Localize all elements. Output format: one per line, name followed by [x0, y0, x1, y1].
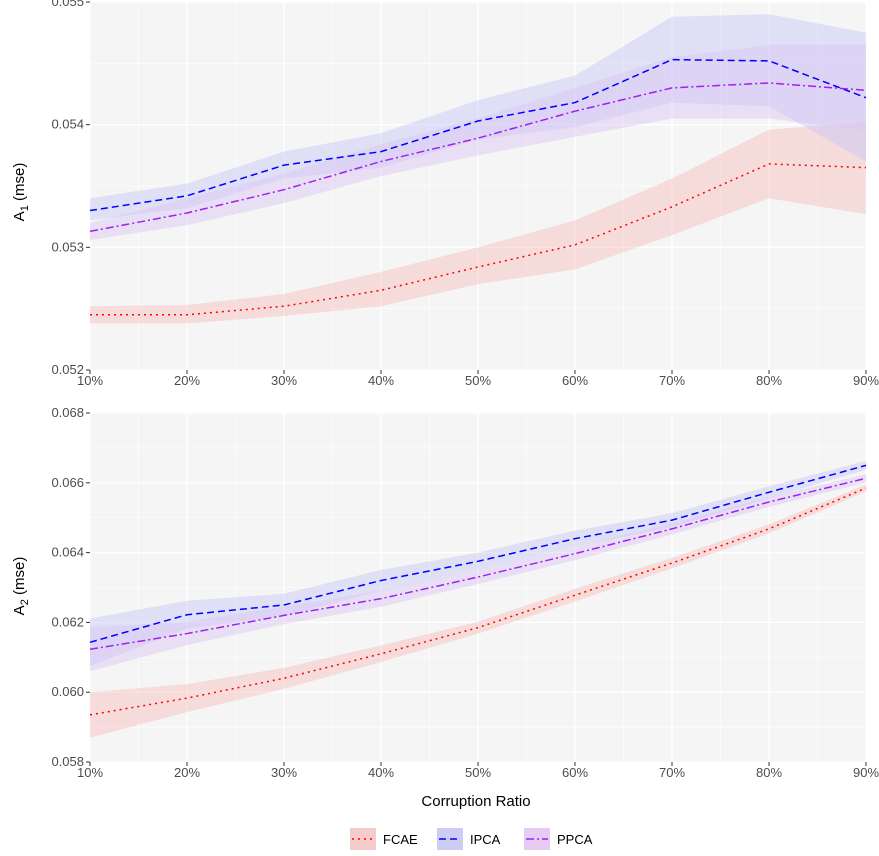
y-tick-label: 0.062	[51, 614, 84, 629]
x-tick-label: 80%	[756, 765, 782, 780]
legend-item-ipca: IPCA	[437, 828, 501, 850]
x-tick-label: 10%	[77, 373, 103, 388]
x-tick-label: 30%	[271, 373, 297, 388]
bottom-panel-y-axis-title: A2 (mse)	[11, 557, 31, 616]
top-panel-ribbons	[90, 14, 866, 324]
x-tick-label: 40%	[368, 765, 394, 780]
top-panel-y-axis-title: A1 (mse)	[11, 163, 31, 222]
x-axis-title: Corruption Ratio	[421, 793, 530, 810]
x-tick-label: 70%	[659, 373, 685, 388]
x-tick-label: 90%	[853, 373, 879, 388]
x-tick-label: 80%	[756, 373, 782, 388]
x-tick-label: 40%	[368, 373, 394, 388]
series-line-ppca	[89, 82, 867, 233]
bottom-panel-x-axis: 10% 20% 30% 40% 50% 60% 70% 80% 90%	[77, 762, 879, 780]
ribbon-fcae	[90, 484, 866, 738]
y-tick-label: 0.060	[51, 684, 84, 699]
y-tick-label: 0.053	[51, 239, 84, 254]
y-tick-label: 0.058	[51, 754, 84, 769]
top-panel: 0.052 0.053 0.054 0.055 10% 20% 30% 40% 50% 60% 7…	[11, 0, 879, 388]
legend: FCAE IPCA PPCA	[350, 828, 593, 850]
y-tick-label: 0.052	[51, 362, 84, 377]
bottom-panel-lines	[89, 464, 867, 716]
x-tick-label: 90%	[853, 765, 879, 780]
y-tick-label: 0.066	[51, 475, 84, 490]
series-line-ppca	[89, 477, 867, 651]
top-panel-y-axis: 0.052 0.053 0.054 0.055	[51, 0, 90, 377]
series-line-fcae	[90, 163, 867, 316]
x-tick-label: 20%	[174, 373, 200, 388]
legend-item-ppca: PPCA	[524, 828, 593, 850]
bottom-panel: 0.058 0.060 0.062 0.064 0.066 0.068 10% 20% 30%…	[11, 405, 879, 810]
y-tick-label: 0.068	[51, 405, 84, 420]
bottom-panel-y-axis: 0.058 0.060 0.062 0.064 0.066 0.068	[51, 405, 90, 769]
y-tick-label: 0.055	[51, 0, 84, 9]
x-tick-label: 50%	[465, 765, 491, 780]
top-panel-x-axis: 10% 20% 30% 40% 50% 60% 70% 80% 90%	[77, 370, 879, 388]
legend-label-fcae: FCAE	[383, 832, 418, 847]
legend-key-fcae	[350, 828, 376, 850]
series-line-ipca	[89, 464, 867, 644]
x-tick-label: 10%	[77, 765, 103, 780]
y-tick-label: 0.064	[51, 545, 84, 560]
bottom-panel-grid	[89, 412, 867, 763]
legend-item-fcae: FCAE	[350, 828, 418, 850]
ribbon-ppca	[90, 44, 866, 240]
series-line-ipca	[89, 58, 867, 212]
top-panel-grid	[89, 1, 867, 371]
legend-label-ipca: IPCA	[470, 832, 501, 847]
ribbon-ipca	[90, 14, 866, 221]
x-tick-label: 60%	[562, 373, 588, 388]
series-line-fcae	[89, 487, 867, 716]
x-tick-label: 70%	[659, 765, 685, 780]
top-panel-lines	[89, 58, 867, 316]
y-tick-label: 0.054	[51, 117, 84, 132]
x-tick-label: 60%	[562, 765, 588, 780]
x-tick-label: 50%	[465, 373, 491, 388]
ribbon-fcae	[90, 122, 866, 324]
x-tick-label: 30%	[271, 765, 297, 780]
legend-label-ppca: PPCA	[557, 832, 593, 847]
x-tick-label: 20%	[174, 765, 200, 780]
ribbon-ppca	[90, 474, 866, 672]
